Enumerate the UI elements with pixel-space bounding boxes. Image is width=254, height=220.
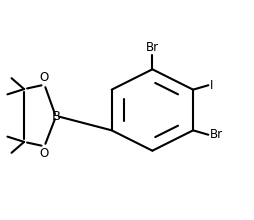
Text: O: O [40,71,49,84]
Text: Br: Br [210,128,223,141]
Text: B: B [51,110,60,123]
Text: O: O [40,147,49,160]
Text: I: I [210,79,213,92]
Text: Br: Br [146,41,159,54]
